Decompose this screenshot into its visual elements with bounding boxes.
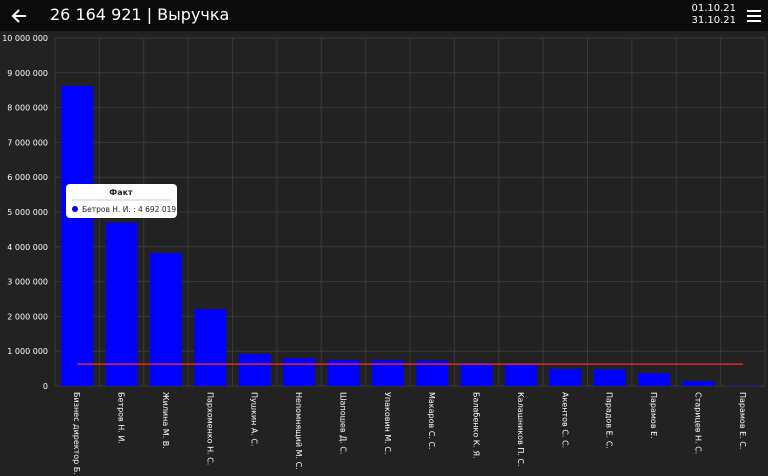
menu-button[interactable] [746, 9, 762, 23]
x-tick-label: Старицев Н. С. [693, 392, 702, 454]
y-tick-label: 4 000 000 [7, 243, 48, 252]
x-tick-label: Жилина М. В. [161, 392, 170, 449]
date-from[interactable]: 01.10.21 [691, 3, 736, 14]
bar [61, 86, 94, 387]
y-tick-label: 8 000 000 [7, 104, 48, 113]
x-tick-label: Пушкин А. С. [250, 392, 259, 447]
y-tick-label: 10 000 000 [2, 34, 48, 43]
bar [238, 353, 271, 386]
y-tick-label: 1 000 000 [7, 347, 48, 356]
tooltip-title: Факт [109, 188, 133, 197]
bar [105, 222, 138, 386]
tooltip-box [66, 184, 177, 218]
bar [549, 368, 582, 386]
bar [638, 373, 671, 386]
x-tick-label: Пархоменко Н. С. [205, 392, 214, 465]
x-tick-label: Парамов Е. С. [738, 392, 747, 449]
bar [194, 309, 227, 386]
y-tick-label: 5 000 000 [7, 208, 48, 217]
y-tick-label: 6 000 000 [7, 173, 48, 182]
bar [682, 381, 715, 386]
x-tick-label: Балабенко К. Я. [472, 392, 481, 459]
y-tick-label: 9 000 000 [7, 69, 48, 78]
y-tick-label: 2 000 000 [7, 312, 48, 321]
date-to[interactable]: 31.10.21 [691, 15, 736, 26]
x-tick-label: Акентов С. С. [560, 392, 569, 448]
header-bar: 26 164 921 | Выручка 01.10.21 31.10.21 [0, 0, 768, 31]
bar [460, 363, 493, 386]
header-title: 26 164 921 | Выручка [50, 5, 230, 24]
x-tick-label: Макаров С. С. [427, 392, 436, 450]
x-tick-label: Упаковин М. С. [383, 392, 392, 455]
x-tick-label: Парамов Е. [649, 392, 658, 439]
tooltip: Факт Бетров Н. И. : 4 692 019 [66, 184, 177, 218]
x-tick-label: Калашников П. С. [516, 392, 525, 467]
chart: 0 1 000 000 2 000 000 3 000 000 4 000 000 5 0… [2, 34, 766, 475]
x-tick-label: Непомнящий М. С. [294, 392, 303, 470]
x-tick-label: Бизнес директор Б. [72, 392, 81, 475]
x-tick-label: Бетров Н. И. [117, 392, 126, 444]
y-tick-label: 7 000 000 [7, 138, 48, 147]
bar [416, 360, 449, 386]
tooltip-dot [72, 206, 78, 212]
x-tick-label: Парадов Е. С. [605, 392, 614, 449]
x-tick-label: Шапошев Д. С. [338, 392, 347, 455]
tooltip-text: Бетров Н. И. : 4 692 019 [82, 205, 176, 214]
bar [149, 253, 182, 386]
y-tick-label: 0 [43, 382, 48, 391]
y-tick-label: 3 000 000 [7, 278, 48, 287]
bar [504, 363, 537, 386]
bar [593, 369, 626, 386]
bar [283, 358, 316, 386]
back-button[interactable] [10, 6, 30, 26]
